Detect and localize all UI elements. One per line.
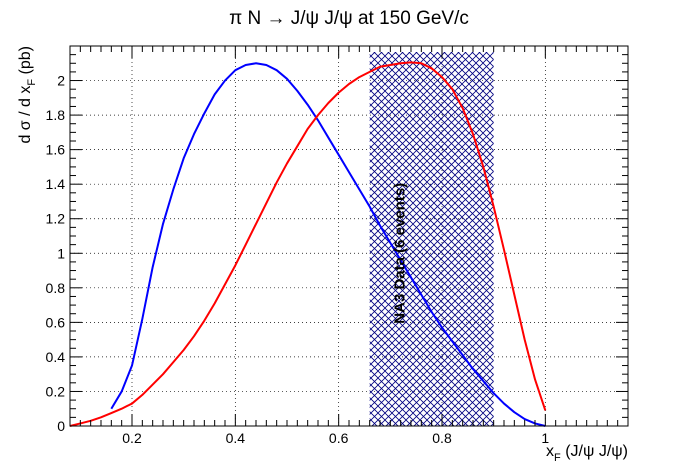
blue-curve-line — [110, 62, 546, 427]
y-tick-label: 0.4 — [46, 349, 66, 365]
x-tick-label: 0.6 — [329, 430, 349, 446]
x-tick-label: 0.2 — [122, 430, 142, 446]
x-axis-label-main: x — [546, 443, 554, 460]
y-tick-label: 0 — [57, 418, 65, 434]
na3-data-band — [369, 52, 494, 426]
x-tick-label: 1 — [541, 430, 549, 446]
y-tick-label: 1.2 — [46, 211, 66, 227]
y-tick-label: 2 — [57, 73, 65, 89]
y-axis-label-main: d σ / d x — [17, 86, 34, 144]
plot-frame — [69, 45, 629, 427]
chart-title: π N → J/ψ J/ψ at 150 GeV/c — [229, 8, 469, 29]
red-curve-line — [69, 61, 547, 427]
x-tick-label: 0.4 — [226, 430, 246, 446]
x-axis-label-sub: F — [554, 452, 561, 464]
y-tick-label: 0.2 — [46, 383, 66, 399]
y-tick-label: 1 — [57, 245, 65, 261]
series-group — [69, 61, 547, 427]
y-tick-label: 0.8 — [46, 280, 66, 296]
y-axis-label-sub: F — [26, 79, 38, 86]
x-tick-label: 0.8 — [432, 430, 452, 446]
axis-ticks — [70, 45, 629, 427]
y-axis-label: d σ / d xF (pb) — [17, 46, 38, 144]
x-axis-label: xF (J/ψ J/ψ) — [546, 443, 628, 464]
y-axis-label-rest: (pb) — [17, 46, 34, 79]
grid — [70, 46, 628, 426]
y-tick-label: 1.6 — [46, 142, 66, 158]
na3-band-label: NA3 Data (6 events) — [392, 183, 409, 324]
y-tick-label: 1.8 — [46, 107, 66, 123]
y-tick-label: 1.4 — [46, 176, 66, 192]
x-axis-label-rest: (J/ψ J/ψ) — [561, 443, 628, 460]
y-tick-label: 0.6 — [46, 314, 66, 330]
tick-labels: 0.2 0.4 0.6 0.8 1 0 0.2 0.4 0.6 0.8 1 1.2 1.4 1.6 1.8 2 — [46, 73, 550, 446]
